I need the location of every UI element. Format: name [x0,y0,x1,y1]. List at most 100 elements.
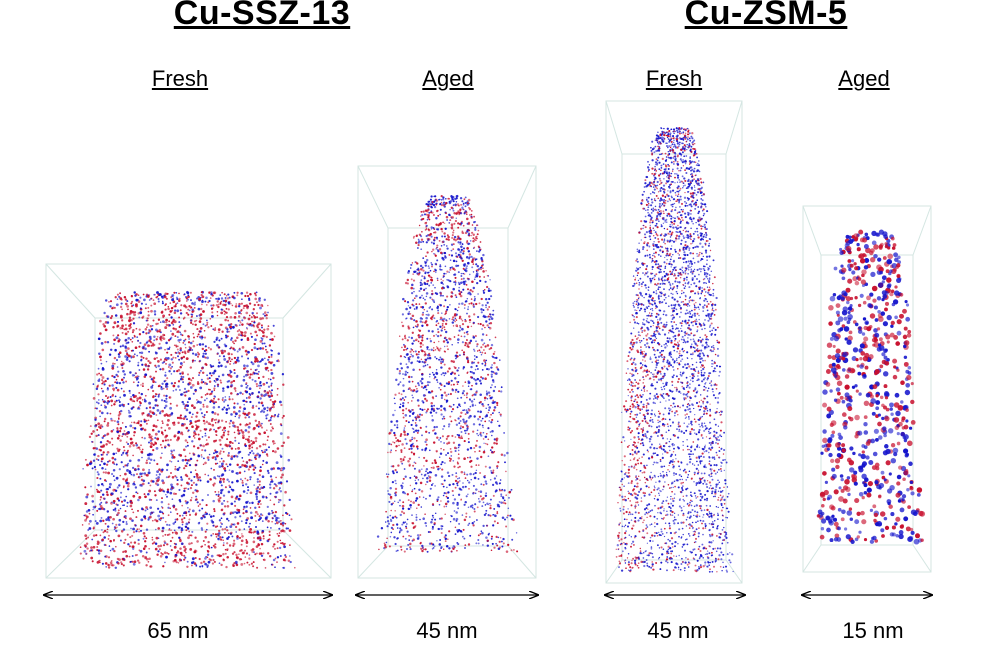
atom-point [241,338,243,341]
atom-point [131,545,135,549]
atom-point [156,437,160,441]
atom-point [97,337,101,341]
atom-point [457,338,460,341]
atom-point [125,441,128,444]
atom-point [113,549,116,553]
atom-point [117,509,120,512]
atom-point [133,400,136,403]
atom-point [276,387,279,390]
atom-point [166,488,170,491]
atom-point [443,243,446,246]
atom-point [145,551,148,554]
atom-point [458,480,461,482]
atom-point [213,389,216,392]
atom-point [135,491,138,494]
atom-point [223,357,227,361]
atom-point [219,323,222,326]
atom-point [245,382,248,385]
atom-point [451,434,454,438]
atom-point [419,481,423,485]
atom-point [132,394,135,397]
atom-point [136,336,139,338]
atom-point [456,484,459,487]
atom-point [238,416,241,419]
atom-point [116,436,120,440]
atom-point [137,339,140,342]
atom-point [496,467,498,469]
atom-point [407,356,410,359]
atom-point [182,417,186,420]
atom-point [489,431,492,433]
atom-point [390,503,393,506]
atom-point [395,419,399,423]
atom-point [484,494,488,497]
atom-point [200,561,203,565]
atom-point [124,338,128,342]
atom-point [254,525,258,529]
atom-point [489,416,491,419]
atom-point [466,325,470,329]
atom-point [229,369,232,372]
atom-point [404,475,407,478]
atom-point [497,461,500,464]
atom-point [480,455,483,459]
atom-point [256,478,259,481]
atom-point [422,496,425,499]
atom-point [464,429,466,432]
atom-point [211,456,215,460]
atom-point [473,313,476,316]
atom-point [462,418,465,421]
atom-point [177,437,180,440]
atom-point [164,371,167,374]
atom-point [145,422,148,425]
atom-point [409,504,412,507]
atom-point [219,460,221,463]
atom-point [99,534,102,537]
atom-point [127,330,130,333]
atom-point [486,392,488,394]
atom-point [153,357,157,360]
atom-point [192,344,196,348]
atom-point [221,373,225,377]
atom-point [280,445,283,447]
atom-point [253,426,256,430]
atom-point [250,459,253,462]
atom-point [254,419,257,422]
atom-point [265,461,268,464]
atom-point [444,197,447,200]
atom-point [222,397,224,399]
atom-point [101,348,105,352]
atom-point [227,536,230,539]
atom-point [229,360,232,363]
atom-point [412,445,415,448]
atom-point [113,356,117,360]
atom-point [255,454,258,457]
atom-point [442,485,445,488]
atom-point [479,351,482,353]
atom-point [211,562,215,565]
atom-point [274,495,276,498]
atom-point [189,419,192,423]
atom-point [213,469,215,471]
atom-point [491,535,493,538]
atom-point [171,298,174,302]
atom-point [97,560,100,562]
atom-point [153,302,157,306]
atom-point [166,292,169,295]
atom-point [459,326,462,329]
atom-point [185,408,189,412]
atom-point [453,235,457,239]
atom-point [178,321,181,324]
atom-point [428,271,430,274]
atom-point [211,400,215,403]
atom-point [274,510,278,514]
atom-point [238,553,240,556]
atom-point [469,405,472,408]
atom-point [238,432,241,434]
atom-point [114,400,117,404]
atom-point [271,517,274,519]
atom-point [218,465,222,468]
atom-point [244,400,247,403]
atom-point [425,388,428,391]
atom-point [172,300,176,304]
